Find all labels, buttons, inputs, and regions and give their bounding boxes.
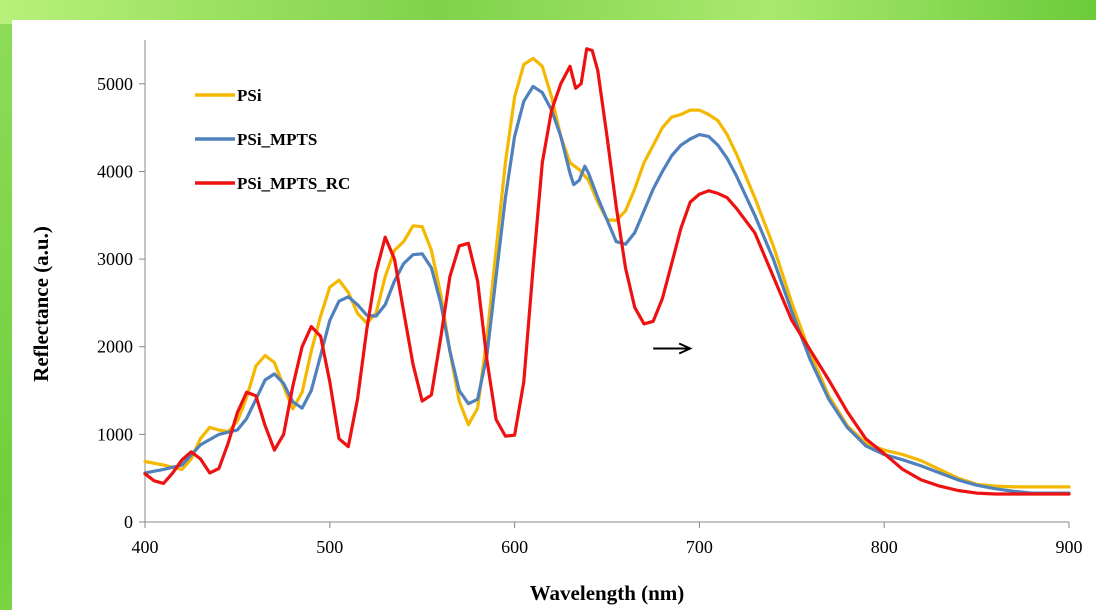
x-tick-label: 700: [686, 537, 713, 557]
x-tick-label: 900: [1056, 537, 1083, 557]
legend-label-3: PSi_MPTS_RC: [237, 174, 350, 193]
y-tick-label: 2000: [97, 337, 133, 357]
x-tick-label: 500: [316, 537, 343, 557]
x-tick-label: 400: [132, 537, 159, 557]
legend: PSi PSi_MPTS PSi_MPTS_RC: [195, 86, 350, 193]
series-line-1: [145, 58, 1069, 487]
chart-panel: 0 1000 2000 3000 4000 5000 400 500 600 700 800 900 …: [12, 20, 1096, 610]
annotations: [653, 343, 690, 353]
y-tick-label: 3000: [97, 249, 133, 269]
y-tick-label: 0: [124, 512, 133, 532]
x-tick-label: 600: [501, 537, 528, 557]
axes: 0 1000 2000 3000 4000 5000 400 500 600 700 800 900: [97, 40, 1083, 557]
x-axis-title: Wavelength (nm): [530, 581, 685, 605]
series-line-3: [145, 49, 1069, 494]
y-tick-label: 1000: [97, 424, 133, 444]
legend-label-2: PSi_MPTS: [237, 130, 317, 149]
series-lines: [145, 49, 1069, 494]
y-tick-label: 5000: [97, 74, 133, 94]
y-tick-label: 4000: [97, 161, 133, 181]
y-axis-title: Reflectance (a.u.): [29, 226, 53, 382]
x-tick-label: 800: [871, 537, 898, 557]
legend-label-1: PSi: [237, 86, 262, 105]
